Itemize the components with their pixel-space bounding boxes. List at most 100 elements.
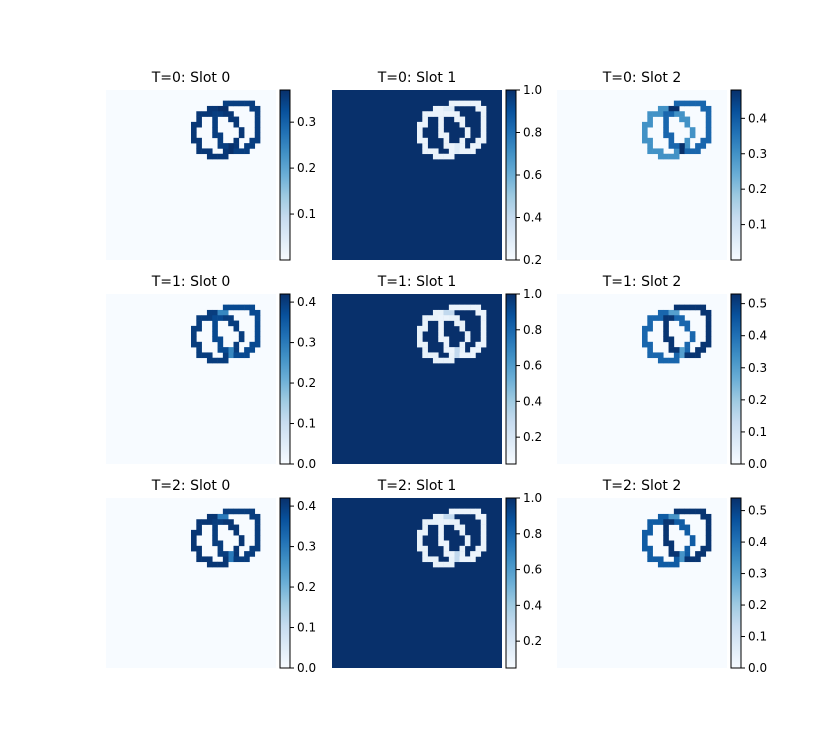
heatmap-cell xyxy=(689,556,696,563)
heatmap-cell xyxy=(422,519,428,525)
heatmap-cell xyxy=(249,143,256,149)
heatmap-cell xyxy=(438,325,444,332)
heatmap-cell xyxy=(480,137,487,144)
heatmap-cell xyxy=(438,357,444,364)
heatmap-cell xyxy=(642,132,648,139)
heatmap-cell xyxy=(642,545,648,552)
heatmap-cell xyxy=(217,540,224,547)
colorbar-tick-label: 0.2 xyxy=(748,182,767,196)
heatmap-cell xyxy=(657,153,664,160)
heatmap-cell xyxy=(684,347,691,353)
heatmap-cell xyxy=(422,524,428,531)
panel-title: T=2: Slot 1 xyxy=(377,478,457,494)
heatmap-cell xyxy=(673,111,680,117)
heatmap-cell xyxy=(222,153,229,160)
heatmap-cell xyxy=(679,315,685,321)
heatmap-cell xyxy=(663,529,669,536)
heatmap-background xyxy=(557,294,727,464)
heatmap-cell xyxy=(233,347,240,353)
heatmap-cell xyxy=(657,513,664,520)
heatmap-cell xyxy=(663,561,669,568)
heatmap-cell xyxy=(647,529,653,536)
heatmap-cell xyxy=(228,111,234,117)
heatmap-cell xyxy=(642,341,648,348)
heatmap-cell xyxy=(217,336,224,343)
heatmap-cell xyxy=(254,309,261,316)
heatmap-cell xyxy=(422,352,428,359)
heatmap-cell xyxy=(657,105,664,112)
heatmap-cell xyxy=(238,336,245,343)
heatmap-cell xyxy=(443,132,450,139)
heatmap-cell xyxy=(443,153,450,160)
heatmap-cell xyxy=(454,352,460,359)
heatmap-cell xyxy=(432,111,439,117)
heatmap-cell xyxy=(249,513,256,520)
heatmap-cell xyxy=(679,143,685,149)
heatmap-cell xyxy=(480,331,487,337)
colorbar-tick-label: 0.2 xyxy=(523,253,542,267)
heatmap-cell xyxy=(191,341,197,348)
heatmap-cell xyxy=(417,121,423,128)
heatmap-cell xyxy=(422,111,428,117)
heatmap-background xyxy=(332,90,502,260)
heatmap-cell xyxy=(684,524,691,531)
heatmap-cell xyxy=(663,121,669,128)
heatmap-cell xyxy=(443,315,450,321)
heatmap-cell xyxy=(475,100,482,107)
colorbar-tick-label: 0.0 xyxy=(297,457,316,471)
heatmap-cell xyxy=(191,535,197,541)
colorbar-tick-label: 0.2 xyxy=(748,598,767,612)
heatmap-cell xyxy=(657,309,664,316)
heatmap-cell xyxy=(470,352,476,359)
heatmap-cell xyxy=(212,529,218,536)
heatmap-cell xyxy=(647,341,653,348)
panel-title: T=0: Slot 1 xyxy=(377,70,457,86)
heatmap-cell xyxy=(459,137,466,144)
heatmap-cell xyxy=(432,153,439,160)
panel-3: T=1: Slot 0 0.0 0.1 0.2 0.3 0.4 xyxy=(106,274,316,471)
heatmap-cell xyxy=(427,148,434,155)
heatmap-cell xyxy=(417,127,423,133)
heatmap-cell xyxy=(438,315,444,321)
heatmap-cell xyxy=(422,137,428,144)
heatmap-cell xyxy=(443,137,450,144)
colorbar xyxy=(279,89,291,261)
heatmap-cell xyxy=(438,121,444,128)
colorbar-tick-label: 0.0 xyxy=(748,661,767,675)
heatmap-cell xyxy=(480,325,487,332)
heatmap-cell xyxy=(642,331,648,337)
heatmap-cell xyxy=(212,121,218,128)
heatmap-cell xyxy=(228,508,234,515)
heatmap-cell xyxy=(668,561,675,568)
heatmap-cell xyxy=(700,545,707,552)
heatmap-cell xyxy=(657,561,664,568)
heatmap-cell xyxy=(238,352,245,359)
heatmap-cell xyxy=(668,551,675,557)
heatmap-cell xyxy=(448,556,455,563)
heatmap-cell xyxy=(438,540,444,547)
heatmap-cell xyxy=(652,519,659,525)
heatmap-cell xyxy=(222,304,229,311)
heatmap-cell xyxy=(254,545,261,552)
heatmap-cell xyxy=(480,315,487,321)
heatmap-cell xyxy=(679,519,685,525)
colorbar-tick-label: 0.6 xyxy=(523,563,542,577)
heatmap-cell xyxy=(689,352,696,359)
heatmap-cell xyxy=(217,315,224,321)
heatmap-cell xyxy=(663,535,669,541)
heatmap-cell xyxy=(438,529,444,536)
heatmap-cell xyxy=(212,111,218,117)
heatmap-cell xyxy=(201,148,208,155)
heatmap-cell xyxy=(705,137,712,144)
heatmap-cell xyxy=(652,556,659,563)
heatmap-cell xyxy=(196,111,202,117)
heatmap-cell xyxy=(454,143,460,149)
heatmap-background xyxy=(106,498,276,668)
heatmap-cell xyxy=(673,304,680,311)
panel-1: T=0: Slot 1 0.2 0.4 0.6 0.8 1.0 xyxy=(332,70,542,267)
heatmap-cell xyxy=(201,111,208,117)
colorbar-tick-label: 0.4 xyxy=(523,598,542,612)
heatmap-cell xyxy=(700,309,707,316)
heatmap-cell xyxy=(417,545,423,552)
heatmap-cell xyxy=(233,304,240,311)
